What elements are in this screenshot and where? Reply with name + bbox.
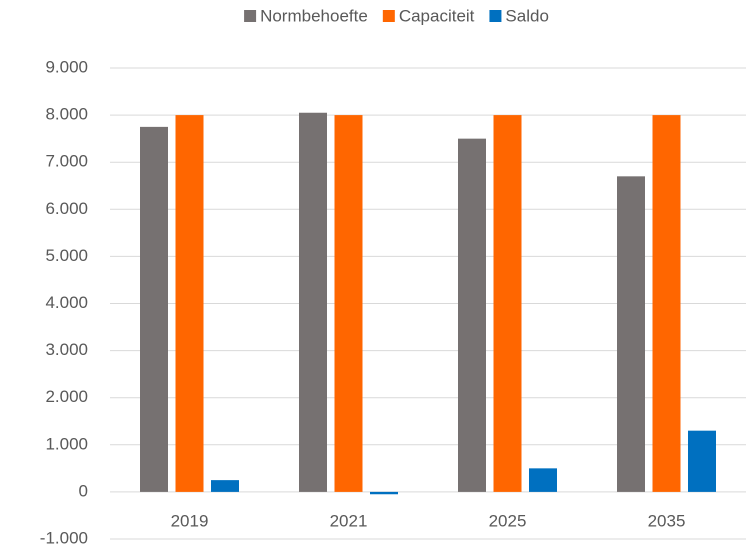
y-tick-label: -1.000 [40,528,88,547]
y-tick-label: 6.000 [45,199,88,218]
bar [493,115,522,492]
y-tick-label: 1.000 [45,434,88,453]
legend-label: Saldo [505,6,548,25]
bar [175,115,204,492]
legend-swatch [382,10,395,22]
bar [211,480,239,492]
y-tick-label: 9.000 [45,57,88,76]
y-tick-label: 0 [79,481,88,500]
bar [299,112,327,492]
y-tick-label: 4.000 [45,293,88,312]
y-tick-label: 2.000 [45,387,88,406]
bar [140,126,168,492]
x-tick-label: 2019 [171,511,209,530]
bar [652,115,681,492]
x-tick-label: 2021 [330,511,368,530]
legend-label: Capaciteit [399,6,475,25]
bar [370,491,398,495]
bar [688,430,716,492]
x-tick-label: 2025 [489,511,527,530]
bar [529,468,557,492]
y-tick-label: 7.000 [45,152,88,171]
bar [334,115,363,492]
y-tick-label: 3.000 [45,340,88,359]
bar [458,138,486,492]
legend-swatch [244,10,257,22]
bar [617,176,645,492]
legend-label: Normbehoefte [260,6,368,25]
legend-swatch [489,10,502,22]
x-tick-label: 2035 [648,511,686,530]
y-tick-label: 8.000 [45,105,88,124]
y-tick-label: 5.000 [45,246,88,265]
